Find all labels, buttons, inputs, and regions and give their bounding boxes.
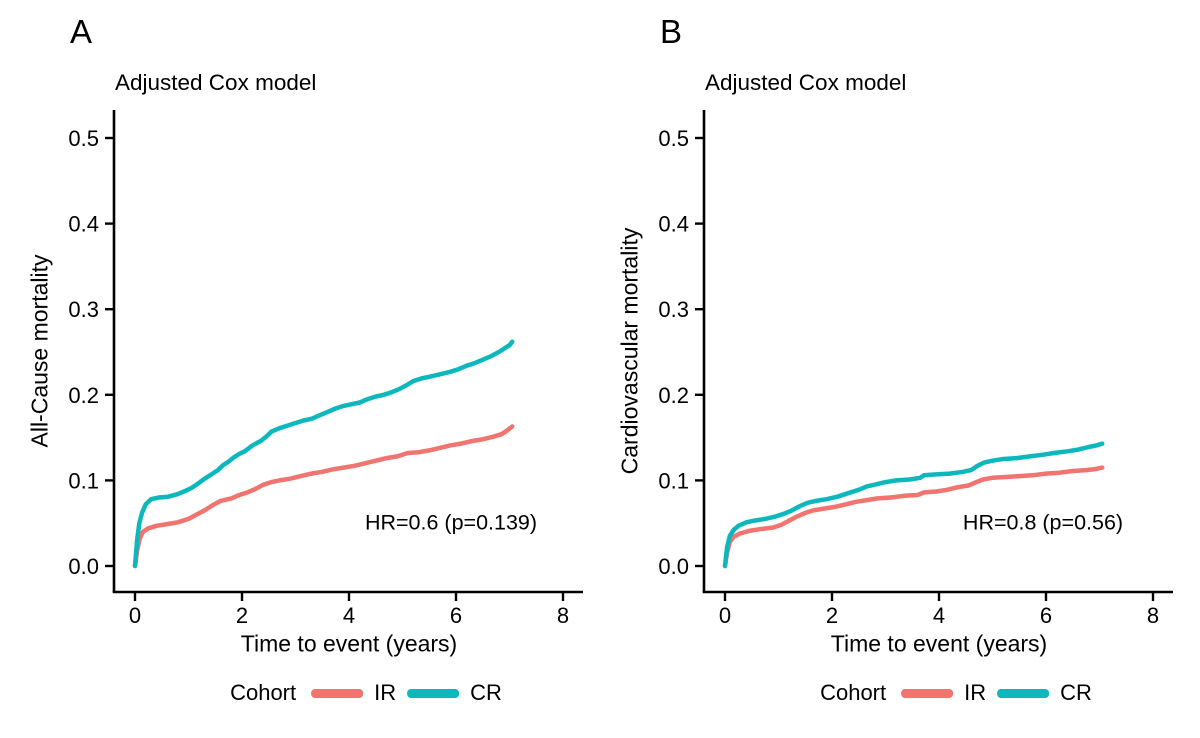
panel-a-plot: 0.0 0.1 0.2 0.3 0.4 0.5 0 2 4 6 8 [68, 110, 583, 628]
y-tick-label: 0.3 [658, 297, 689, 322]
y-tick-label: 0.5 [68, 126, 99, 151]
series-line-ir [722, 465, 1105, 569]
panel-a-legend: Cohort IR CR [230, 680, 502, 706]
y-tick-label: 0.4 [68, 212, 99, 237]
legend-label-ir: IR [374, 680, 397, 705]
panel-a-hr-annotation: HR=0.6 (p=0.139) [364, 510, 538, 535]
panel-b-plot: 0.0 0.1 0.2 0.3 0.4 0.5 0 2 4 6 8 [658, 110, 1173, 628]
legend-swatch-ir [311, 688, 364, 698]
x-tick-label: 4 [933, 603, 945, 628]
x-tick-label: 6 [1040, 603, 1052, 628]
legend-label-cr: CR [470, 680, 502, 705]
panel-b-legend: Cohort IR CR [820, 680, 1092, 706]
panel-a: A Adjusted Cox model All-Cause mortality… [27, 13, 583, 706]
x-tick-label: 2 [236, 603, 248, 628]
legend-title: Cohort [230, 680, 297, 705]
series-line-ir [132, 424, 515, 569]
y-tick-label: 0.2 [658, 383, 689, 408]
y-tick-label: 0.2 [68, 383, 99, 408]
series-line-cr [722, 441, 1105, 569]
y-tick-label: 0.1 [658, 468, 689, 493]
legend-swatch-cr [997, 688, 1050, 698]
panel-a-x-axis-title: Time to event (years) [240, 630, 458, 657]
panel-a-letter: A [70, 13, 93, 50]
legend-label-ir: IR [964, 680, 987, 705]
panel-b: B Adjusted Cox model Cardiovascular mort… [590, 0, 1190, 738]
y-tick-label: 0.0 [658, 554, 689, 579]
legend-swatch-cr [407, 688, 460, 698]
x-tick-label: 6 [450, 603, 462, 628]
x-tick-label: 0 [719, 603, 731, 628]
x-tick-label: 0 [129, 603, 141, 628]
x-tick-label: 8 [1147, 603, 1159, 628]
series-line-cr [132, 339, 515, 569]
y-tick-label: 0.0 [68, 554, 99, 579]
panel-b-letter: B [660, 13, 683, 50]
panel-b-subtitle: Adjusted Cox model [705, 70, 907, 95]
panel-b-x-axis-title: Time to event (years) [830, 630, 1048, 657]
y-tick-label: 0.4 [658, 212, 689, 237]
legend-label-cr: CR [1060, 680, 1092, 705]
y-tick-label: 0.1 [68, 468, 99, 493]
x-tick-label: 4 [343, 603, 355, 628]
legend-swatch-ir [901, 688, 954, 698]
x-tick-label: 8 [557, 603, 569, 628]
y-tick-label: 0.5 [658, 126, 689, 151]
x-tick-label: 2 [826, 603, 838, 628]
panel-a-subtitle: Adjusted Cox model [115, 70, 317, 95]
y-tick-label: 0.3 [68, 297, 99, 322]
legend-title: Cohort [820, 680, 887, 705]
panel-b-hr-annotation: HR=0.8 (p=0.56) [962, 510, 1124, 535]
